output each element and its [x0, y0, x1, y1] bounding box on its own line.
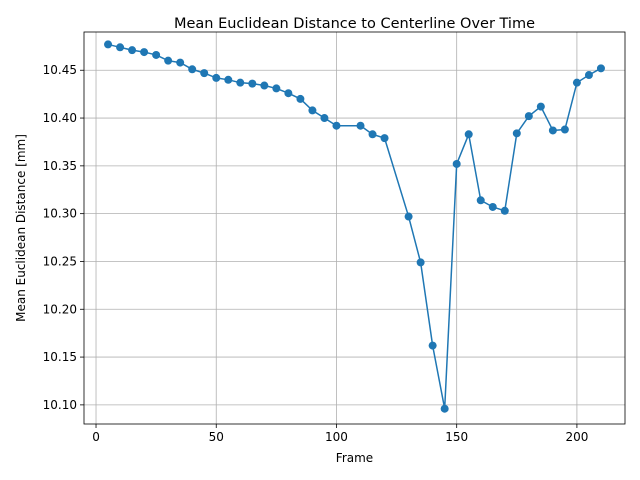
data-point — [356, 121, 365, 130]
y-axis-label: Mean Euclidean Distance [mm] — [14, 134, 28, 322]
data-point — [128, 46, 137, 55]
data-point — [584, 71, 593, 80]
y-tick-label: 10.15 — [43, 350, 77, 364]
data-point — [260, 81, 269, 90]
y-tick-label: 10.20 — [43, 302, 77, 316]
x-tick-label: 50 — [209, 430, 224, 444]
data-point — [236, 78, 245, 87]
x-tick-label: 150 — [445, 430, 468, 444]
data-point — [548, 126, 557, 135]
data-point — [308, 106, 317, 115]
data-point — [116, 43, 125, 52]
data-point — [188, 65, 197, 74]
data-point — [224, 75, 233, 84]
data-point — [512, 129, 521, 138]
y-tick-label: 10.30 — [43, 207, 77, 221]
x-tick-label: 0 — [92, 430, 100, 444]
series-line — [107, 43, 602, 409]
plot-frame — [83, 31, 626, 425]
data-point — [476, 196, 485, 205]
y-tick-label: 10.25 — [43, 254, 77, 268]
data-point — [164, 56, 173, 65]
data-point — [332, 121, 341, 130]
data-point — [404, 212, 413, 221]
y-tick-label: 10.45 — [43, 63, 77, 77]
axis-ticks: 0 50 100 150 200 10.10 10.15 10.20 10.25 10.30 10.… — [43, 63, 589, 444]
y-tick-label: 10.40 — [43, 111, 77, 125]
data-point — [428, 341, 437, 350]
data-point — [248, 79, 257, 88]
series-line-group — [104, 40, 605, 413]
data-point — [200, 69, 209, 78]
data-point — [368, 130, 377, 139]
data-point — [140, 48, 149, 57]
data-point — [452, 159, 461, 168]
data-point — [272, 84, 281, 93]
data-point — [320, 114, 329, 123]
data-point — [464, 130, 473, 139]
data-point — [440, 404, 449, 413]
data-point — [536, 102, 545, 111]
x-tick-label: 100 — [325, 430, 348, 444]
data-point — [152, 50, 161, 59]
data-point — [296, 94, 305, 103]
data-point — [176, 58, 185, 67]
data-point — [416, 258, 425, 267]
data-point — [380, 134, 389, 143]
data-point — [524, 112, 533, 121]
data-point — [284, 89, 293, 98]
data-point — [560, 125, 569, 134]
data-point — [212, 73, 221, 82]
x-axis-label: Frame — [336, 451, 373, 465]
chart-title: Mean Euclidean Distance to Centerline Ov… — [174, 16, 535, 32]
x-tick-label: 200 — [565, 430, 588, 444]
data-point — [596, 64, 605, 73]
data-point — [572, 78, 581, 87]
y-tick-label: 10.35 — [43, 159, 77, 173]
grid-lines — [84, 32, 625, 424]
data-point — [488, 202, 497, 211]
y-tick-label: 10.10 — [43, 398, 77, 412]
data-point — [104, 40, 113, 49]
data-point — [500, 206, 509, 215]
